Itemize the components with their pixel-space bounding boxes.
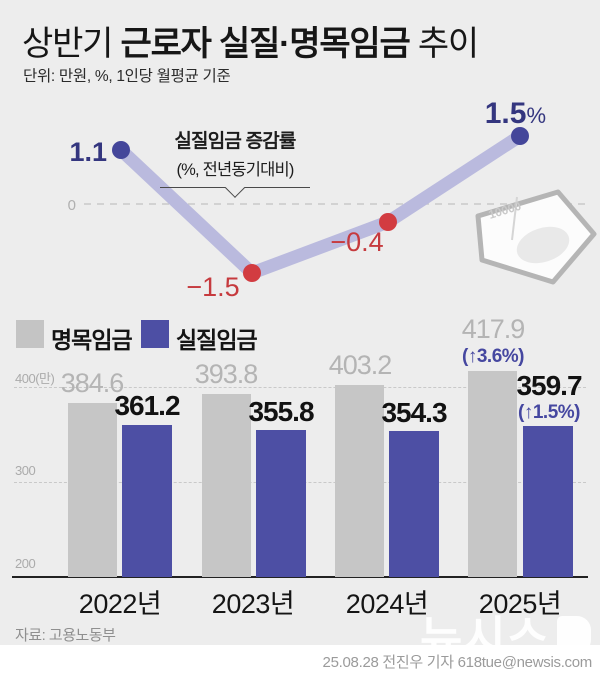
year-label-2025: 2025년 — [478, 589, 562, 619]
legend-swatch-real — [141, 320, 169, 348]
point-2023 — [243, 264, 261, 282]
growth-line — [114, 129, 527, 280]
line-chart-annotation: 실질임금 증감률 (%, 전년동기대비) — [160, 126, 310, 198]
bar-real-2025 — [523, 426, 573, 577]
bar-real-2022 — [122, 425, 172, 577]
value-nominal-2025: 417.9 — [461, 314, 526, 344]
yoy-real-2025: (↑1.5%) — [518, 402, 580, 423]
money-band-line — [511, 196, 518, 241]
value-nominal-2023: 393.8 — [194, 359, 259, 389]
point-label-2022: 1.1 — [69, 137, 107, 167]
byline-credit: 25.08.28 전진우 기자 618tue@newsis.com — [322, 654, 593, 671]
bar-nominal-2024 — [335, 385, 384, 577]
point-2025 — [511, 127, 529, 145]
ytick-300: 300 — [15, 463, 36, 478]
value-real-2024: 354.3 — [381, 397, 447, 428]
year-label-2022: 2022년 — [78, 589, 162, 619]
point-label-2023: −1.5 — [186, 272, 239, 302]
value-real-2022: 361.2 — [114, 390, 180, 421]
year-label-2023: 2023년 — [211, 589, 295, 619]
money-bundle-icon: 10000 — [475, 189, 597, 285]
page-title: 상반기 근로자 실질·명목임금 추이 — [22, 16, 479, 65]
x-axis-line — [12, 576, 588, 578]
ytick-200: 200 — [15, 556, 36, 571]
gridline-400 — [14, 387, 586, 388]
legend-swatch-nominal — [16, 320, 44, 348]
zero-axis-label: 0 — [68, 197, 76, 214]
point-label-2025-percent: % — [526, 103, 546, 128]
point-2024 — [379, 213, 397, 231]
year-label-2024: 2024년 — [345, 589, 429, 619]
title-suffix: 추이 — [409, 25, 479, 63]
value-real-2023: 355.8 — [248, 396, 314, 427]
value-real-2025: 359.7 — [516, 370, 582, 401]
yoy-nominal-2025: (↑3.6%) — [462, 346, 524, 367]
value-nominal-2024: 403.2 — [328, 350, 393, 380]
value-nominal-2022: 384.6 — [60, 368, 125, 398]
bar-real-2023 — [256, 430, 306, 577]
legend-label-real: 실질임금 — [176, 327, 258, 353]
bar-nominal-2025 — [468, 371, 517, 577]
point-label-2024: −0.4 — [330, 227, 383, 257]
bar-nominal-2022 — [68, 403, 117, 577]
newsis-logo-mark-icon — [556, 616, 591, 654]
unit-note: 단위: 만원, %, 1인당 월평균 기준 — [23, 68, 231, 85]
point-label-2025-value: 1.5 — [485, 97, 527, 130]
source-note: 자료: 고용노동부 — [15, 627, 116, 644]
newsis-watermark-text: 뉴시스 — [420, 612, 550, 664]
bar-real-2024 — [389, 431, 439, 577]
title-prefix: 상반기 — [22, 25, 121, 63]
point-2022 — [112, 141, 130, 159]
title-emphasis: 근로자 실질·명목임금 — [120, 25, 411, 63]
point-label-2025: 1.5% — [485, 97, 546, 130]
footer-strip — [0, 645, 600, 676]
ytick-400: 400(만) — [15, 371, 55, 386]
bar-nominal-2023 — [202, 394, 251, 577]
newsis-watermark: 뉴시스 — [420, 602, 591, 668]
annotation-line2: (%, 전년동기대비) — [176, 161, 294, 179]
annotation-line1: 실질임금 증감률 — [174, 131, 296, 152]
real-wage-growth-line-chart: 0 1.1 −1.5 −0.4 1.5% — [68, 97, 585, 302]
money-bundle-figure — [516, 226, 570, 264]
legend-label-nominal: 명목임금 — [51, 327, 133, 353]
